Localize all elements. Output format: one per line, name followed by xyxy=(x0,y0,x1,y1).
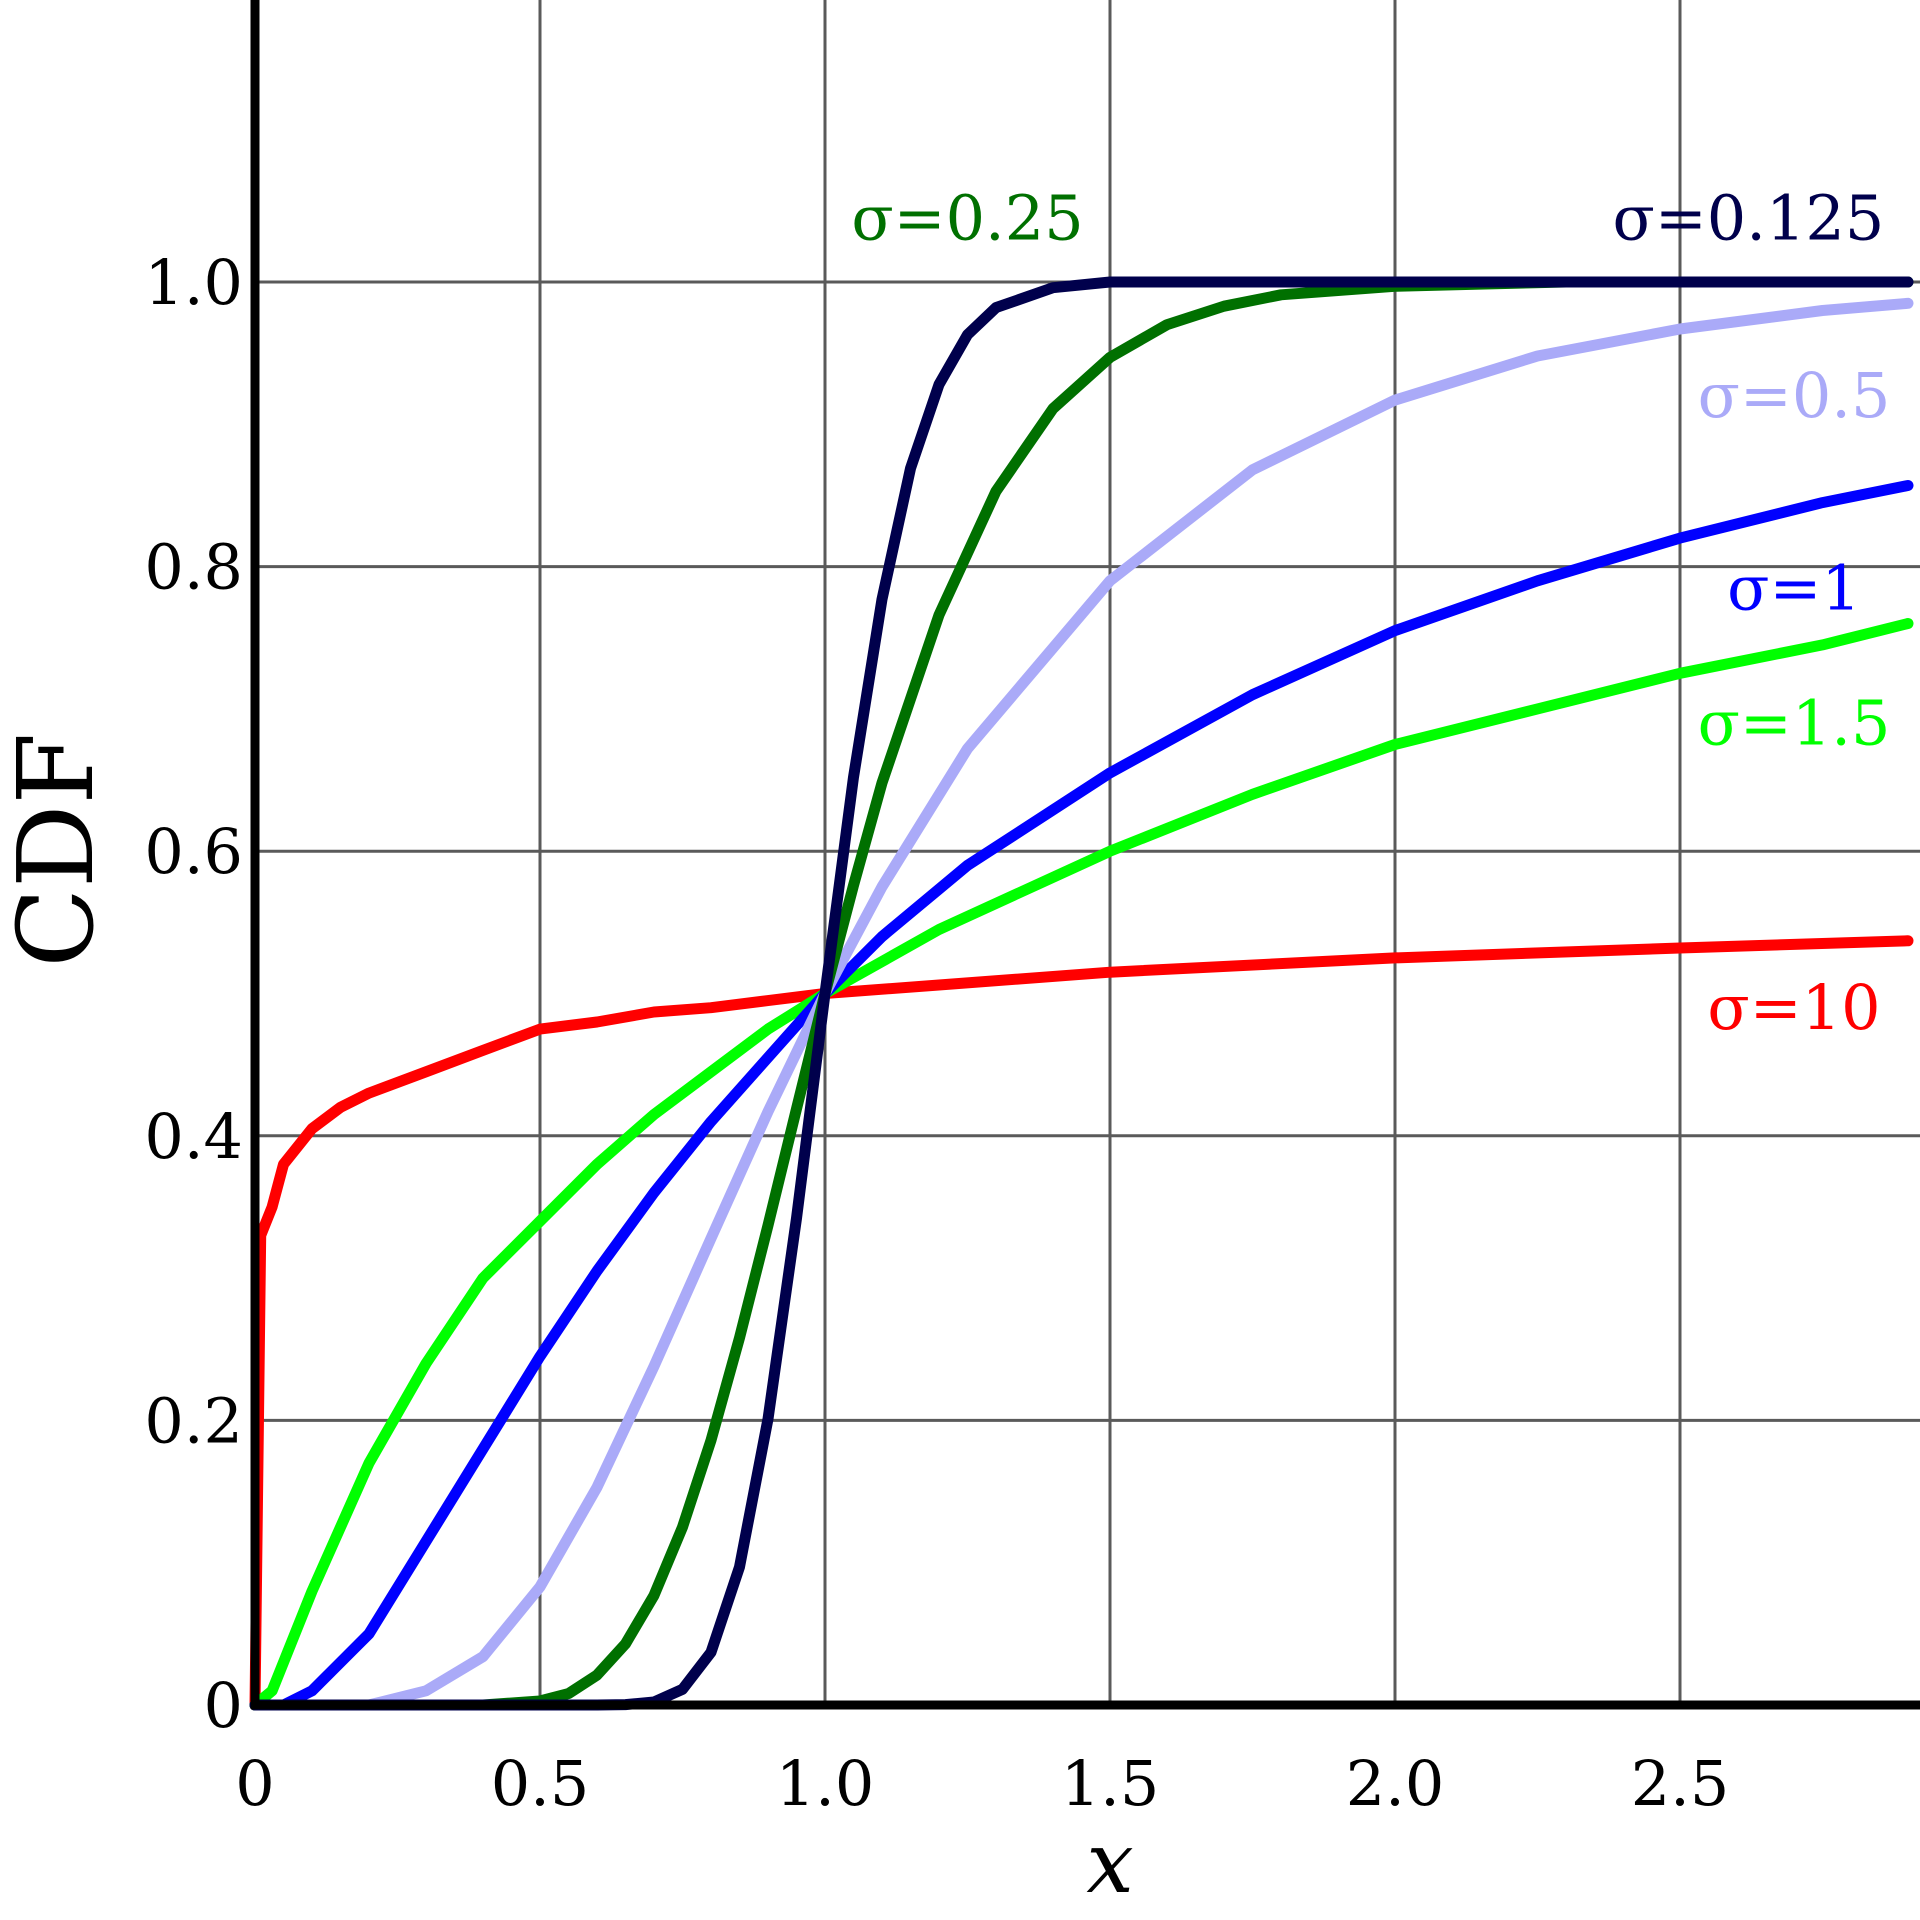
x-tick-label: 1.5 xyxy=(1061,1747,1160,1820)
series-line-1 xyxy=(249,618,1914,1711)
series-curves xyxy=(249,276,1914,1711)
series-label-5: σ=0.125 xyxy=(1613,181,1885,254)
x-tick-label: 0.5 xyxy=(491,1747,590,1820)
series-label-1: σ=1.5 xyxy=(1698,686,1891,759)
series-line-4 xyxy=(249,276,1914,1711)
y-tick-label: 0.4 xyxy=(144,1100,243,1173)
series-line-0 xyxy=(249,935,1914,1711)
series-line-5 xyxy=(249,276,1914,1711)
axes xyxy=(250,0,1920,1710)
y-tick-label: 0.8 xyxy=(144,531,243,604)
x-axis-title: x xyxy=(1086,1814,1133,1912)
x-tick-label: 2.5 xyxy=(1631,1747,1730,1820)
x-tick-label: 1.0 xyxy=(776,1747,875,1820)
series-line-2 xyxy=(249,480,1914,1711)
y-axis-title: CDF xyxy=(0,732,117,967)
y-tick-label: 0.6 xyxy=(144,815,243,888)
tick-labels: 0 0.5 1.0 1.5 2.0 2.5 0 0.2 0.4 0.6 0.8 1.0 xyxy=(144,246,1729,1820)
x-tick-label: 0 xyxy=(235,1747,274,1820)
y-tick-label: 1.0 xyxy=(144,246,243,319)
y-tick-label: 0 xyxy=(204,1669,243,1742)
series-label-2: σ=1 xyxy=(1727,551,1861,624)
series-labels: σ=10 σ=1.5 σ=1 σ=0.5 σ=0.25 σ=0.125 xyxy=(851,181,1890,1044)
series-label-4: σ=0.25 xyxy=(851,181,1083,254)
y-tick-label: 0.2 xyxy=(144,1384,243,1457)
x-tick-label: 2.0 xyxy=(1346,1747,1445,1820)
series-line-3 xyxy=(249,297,1914,1711)
grid-lines xyxy=(255,0,1920,1705)
series-label-0: σ=10 xyxy=(1707,971,1880,1044)
series-label-3: σ=0.5 xyxy=(1698,359,1891,432)
